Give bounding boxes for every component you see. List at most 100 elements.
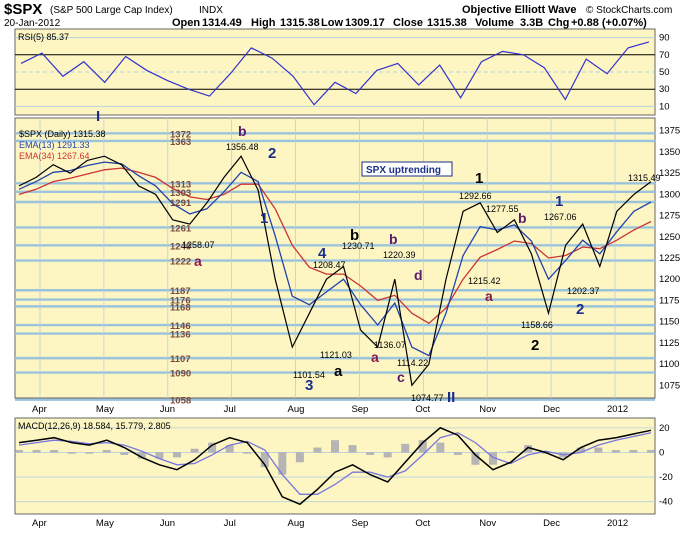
- macd-histogram-bar: [313, 447, 322, 453]
- x-tick-label: Jun: [160, 518, 175, 529]
- macd-histogram-bar: [137, 452, 146, 459]
- rsi-tick-label: 50: [659, 67, 670, 78]
- macd-histogram-bar: [418, 440, 427, 453]
- rsi-panel: RSI(5) 85.37 10 30 50 70 90: [14, 28, 670, 116]
- chart-date: 20-Jan-2012: [4, 18, 61, 29]
- wave-label: b: [389, 231, 398, 247]
- level-label: 1176: [170, 296, 191, 307]
- price-label: 1202.37: [567, 286, 600, 296]
- x-tick-label: Apr: [32, 518, 47, 529]
- open-label: Open: [172, 17, 200, 29]
- wave-label: c: [397, 369, 405, 385]
- macd-panel: MACD(12,26,9) 18.584, 15.779, 2.805 -40 -…: [14, 417, 673, 515]
- wave-label: 2: [576, 301, 584, 318]
- symbol: $SPX: [4, 1, 42, 18]
- level-label: 1222: [170, 257, 191, 268]
- price-tick-label: 1075: [659, 380, 680, 391]
- level-label: 1168: [170, 302, 191, 313]
- macd-histogram-bar: [524, 445, 533, 453]
- close-value: 1315.38: [427, 17, 467, 29]
- price-title: $SPX (Daily) 1315.38: [19, 129, 106, 139]
- price-line: [18, 155, 652, 387]
- rsi-line: [20, 41, 650, 106]
- macd-histogram-bar: [85, 452, 94, 454]
- wave-label: 2: [531, 337, 539, 354]
- low-value: 1309.17: [345, 17, 385, 29]
- wave-label: 4: [318, 245, 327, 262]
- price-label: 1114.22: [397, 358, 428, 368]
- macd-histogram-bar: [576, 447, 585, 453]
- price-label: 1230.71: [342, 241, 375, 251]
- x-tick-label: Sep: [351, 518, 368, 529]
- price-label: 1074.77: [411, 393, 444, 403]
- wave-label: 1: [475, 170, 483, 187]
- legend-ema34: EMA(34) 1267.64: [19, 151, 90, 161]
- wave-label: a: [194, 253, 202, 269]
- macd-histogram-bar: [506, 451, 515, 453]
- exchange: INDX: [199, 5, 223, 16]
- x-tick-label: Nov: [479, 518, 496, 529]
- x-tick-label: Jul: [224, 404, 236, 415]
- open-value: 1314.49: [202, 17, 242, 29]
- macd-tick-label: -20: [659, 472, 673, 483]
- rsi-panel-bg: [14, 28, 656, 116]
- level-label: 1146: [170, 321, 191, 332]
- macd-histogram-bar: [436, 442, 445, 453]
- wave-label: b: [238, 123, 247, 139]
- x-tick-label: Aug: [288, 404, 305, 415]
- level-label: 1363: [170, 137, 191, 148]
- macd-histogram-bar: [331, 440, 339, 453]
- wave-label: b: [518, 210, 527, 226]
- macd-histogram-bar: [278, 452, 287, 475]
- wave-label: 3: [305, 377, 313, 394]
- price-tick-label: 1325: [659, 168, 680, 179]
- price-label: 1258.07: [182, 240, 215, 250]
- price-label: 1158.66: [521, 320, 553, 330]
- level-label: 1187: [170, 286, 191, 297]
- wave-label: a: [485, 288, 493, 304]
- macd-histogram-bar: [243, 452, 252, 454]
- x-tick-label: Dec: [543, 404, 560, 415]
- macd-histogram-bar: [102, 450, 111, 453]
- level-label: 1372: [170, 129, 191, 140]
- price-tick-label: 1150: [659, 317, 679, 328]
- x-tick-label: Sep: [351, 404, 368, 415]
- price-tick-label: 1175: [659, 295, 679, 306]
- annotation-box: [361, 161, 453, 177]
- price-label: 1136.07: [374, 340, 406, 350]
- price-label: 1121.03: [320, 350, 352, 360]
- x-tick-label: 2012: [607, 404, 628, 415]
- price-panel: 1075 1100 1125 1150 1175 1200 1225 1250 1275 1300…: [14, 108, 680, 407]
- signal-line: [18, 432, 652, 495]
- rsi-tick-label: 10: [659, 101, 670, 112]
- macd-histogram-bar: [225, 445, 234, 453]
- x-tick-label: 2012: [607, 518, 628, 529]
- wave-label: b: [350, 227, 359, 244]
- price-label: 1292.66: [459, 191, 492, 201]
- macd-histogram-bar: [120, 452, 129, 455]
- source-label: Objective Elliott Wave: [462, 4, 577, 16]
- price-tick-label: 1125: [659, 338, 679, 349]
- volume-value: 3.3B: [520, 17, 543, 29]
- x-tick-label: Dec: [543, 518, 560, 529]
- price-tick-label: 1200: [659, 274, 680, 285]
- x-tick-label: Apr: [32, 404, 47, 415]
- macd-histogram-bar: [208, 442, 217, 453]
- rsi-tick-label: 90: [659, 33, 670, 44]
- x-tick-label: May: [96, 518, 114, 529]
- annotation-text: SPX uptrending: [366, 165, 441, 176]
- rsi-tick-label: 30: [659, 84, 670, 95]
- macd-histogram-bar: [594, 447, 603, 453]
- level-label: 1090: [170, 369, 191, 380]
- ema13-line: [18, 161, 652, 357]
- macd-line: [18, 426, 652, 506]
- macd-histogram-bar: [295, 452, 304, 463]
- x-tick-label: Aug: [288, 518, 305, 529]
- level-label: 1291: [170, 198, 192, 209]
- macd-title: MACD(12,26,9) 18.584, 15.779, 2.805: [18, 421, 171, 431]
- price-label: 1208.47: [313, 260, 346, 270]
- price-label: 1220.39: [383, 250, 416, 260]
- x-tick-label: Jun: [160, 404, 175, 415]
- macd-histogram-bar: [190, 448, 199, 453]
